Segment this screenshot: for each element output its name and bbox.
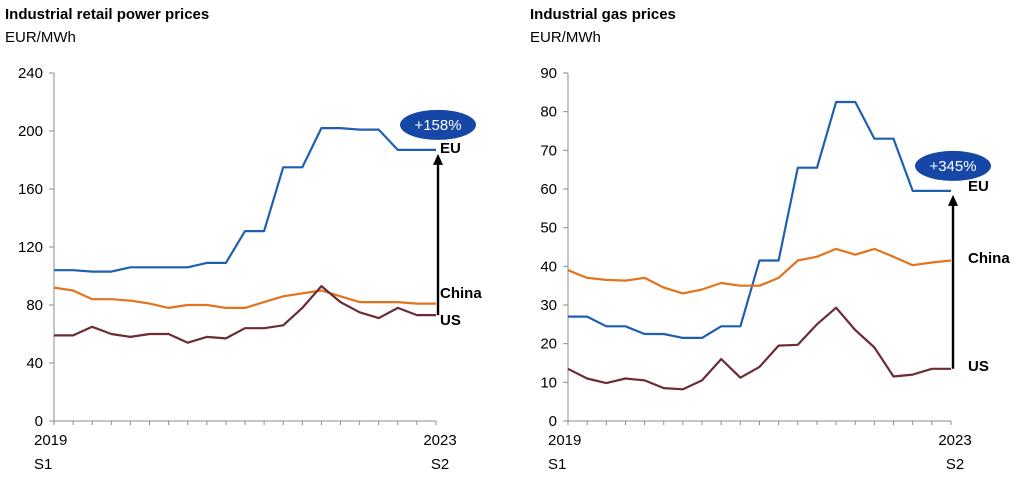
y-axis-unit-label: EUR/MWh	[5, 29, 76, 46]
x-end-year-label: 2023	[938, 432, 971, 449]
x-start-year-label: 2019	[34, 432, 67, 449]
series-line-us	[54, 285, 436, 344]
y-axis-unit-label: EUR/MWh	[530, 29, 601, 46]
chart-title: Industrial gas prices	[530, 6, 676, 23]
annotation-badge	[400, 109, 476, 140]
gas-price-chart: Industrial gas prices EUR/MWh 0 10 20 30 40 50 6…	[530, 6, 1010, 473]
y-tick-label: 80	[540, 104, 557, 121]
series-label-us: US	[968, 358, 989, 375]
x-start-year-label: 2019	[548, 432, 581, 449]
y-tick-label: 160	[18, 181, 43, 198]
x-end-half-label: S2	[431, 456, 449, 473]
series-line-eu	[568, 100, 951, 339]
y-tick-label: 0	[35, 413, 43, 430]
x-end-half-label: S2	[946, 456, 964, 473]
series-label-eu: EU	[968, 178, 989, 195]
series-label-china: China	[968, 250, 1010, 267]
series-label-us: US	[440, 312, 461, 329]
y-tick-label: 10	[540, 374, 557, 391]
y-tick-label: 200	[18, 123, 43, 140]
annotation-badge	[915, 150, 991, 181]
y-tick-label: 60	[540, 181, 557, 198]
power-price-chart: Industrial retail power prices EUR/MWh 0 40…	[5, 6, 482, 473]
y-tick-label: 120	[18, 239, 43, 256]
series-line-china	[53, 286, 436, 309]
y-tick-label: 30	[540, 297, 557, 314]
y-tick-label: 80	[26, 297, 43, 314]
series-line-china	[567, 247, 952, 295]
y-tick-label: 70	[540, 142, 557, 159]
series-line-eu	[54, 127, 436, 273]
x-end-year-label: 2023	[423, 432, 456, 449]
annotation-arrow-head	[948, 194, 958, 206]
x-start-half-label: S1	[548, 456, 566, 473]
y-tick-label: 20	[540, 336, 557, 353]
y-tick-label: 240	[18, 65, 43, 82]
annotation-badge-label: +158%	[414, 117, 461, 134]
series-label-eu: EU	[440, 140, 461, 157]
series-line-us	[567, 306, 951, 391]
y-tick-label: 50	[540, 220, 557, 237]
y-tick-label: 90	[540, 65, 557, 82]
chart-title: Industrial retail power prices	[5, 6, 209, 23]
y-tick-label: 40	[540, 258, 557, 275]
y-tick-label: 0	[549, 413, 557, 430]
y-tick-label: 40	[26, 355, 43, 372]
series-label-china: China	[440, 285, 482, 302]
x-start-half-label: S1	[34, 456, 52, 473]
annotation-arrow-head	[433, 153, 443, 165]
annotation-badge-label: +345%	[929, 158, 976, 175]
